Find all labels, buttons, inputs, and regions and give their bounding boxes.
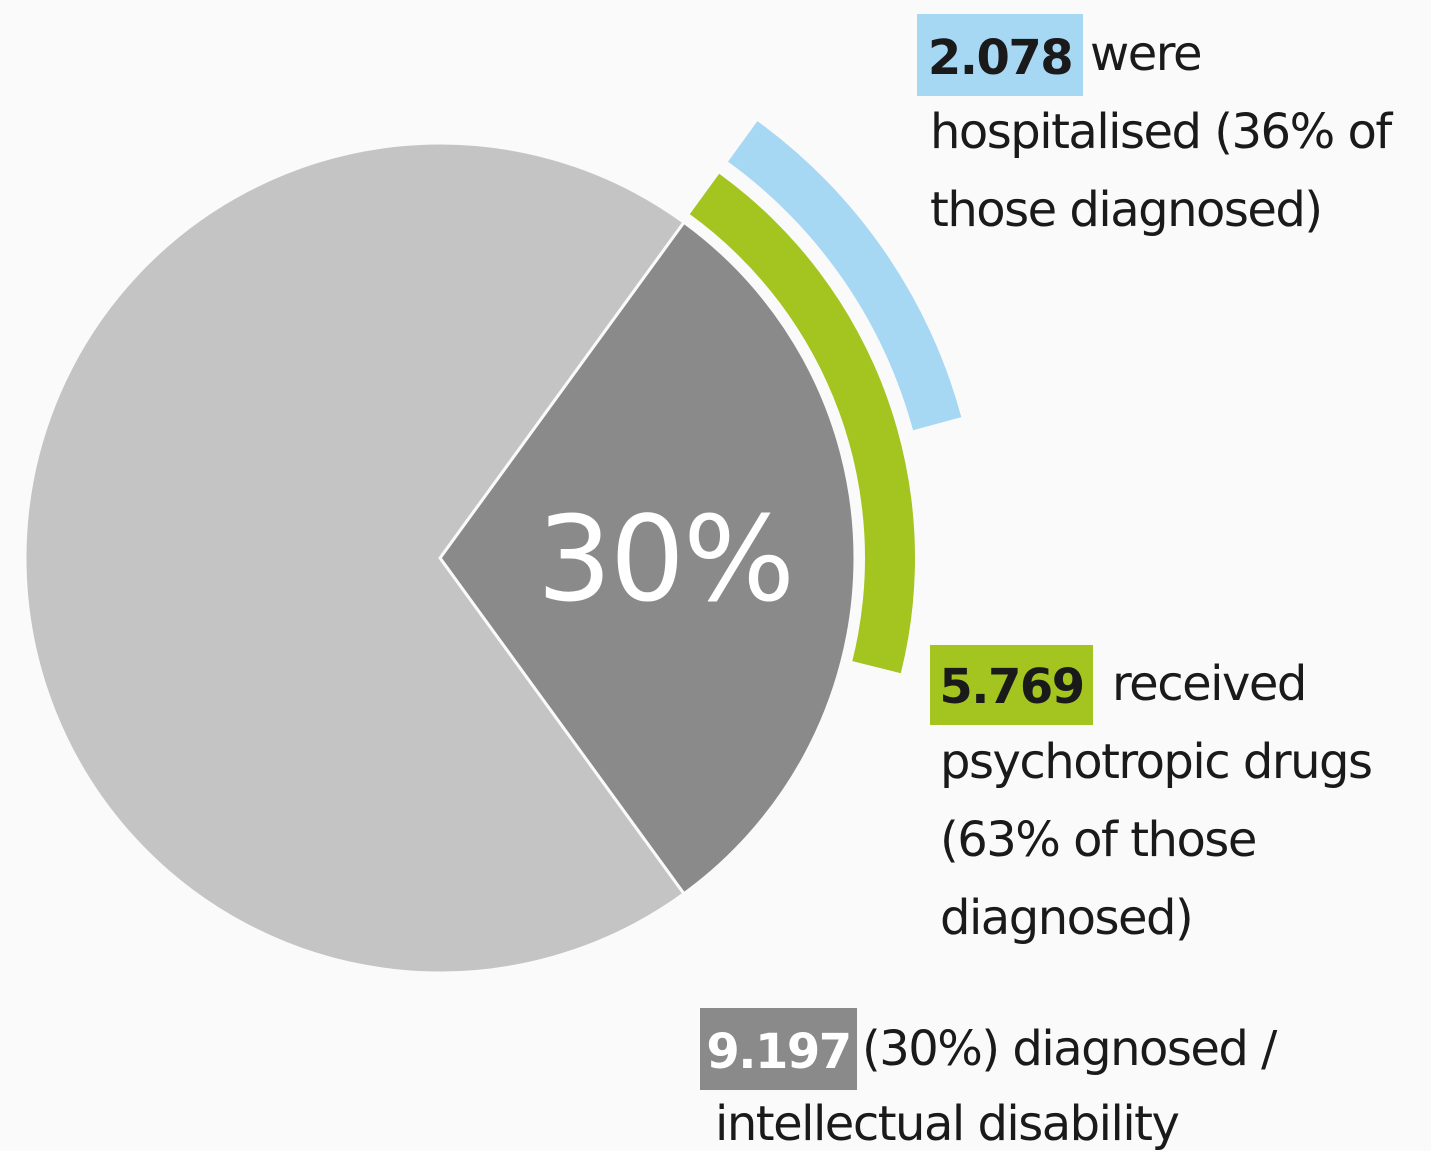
diagnosed-box: [700, 1008, 857, 1090]
diagnosed-text: intellectual disability: [715, 1096, 1178, 1151]
drugs-count: 5.769: [939, 659, 1083, 715]
drugs-text: (63% of those: [940, 812, 1256, 868]
diagnosed-text: (30%) diagnosed /: [862, 1021, 1278, 1077]
hospitalised-text: hospitalised (36% of: [930, 104, 1393, 160]
hospitalised-box: [917, 14, 1083, 96]
pie-slice: [438, 220, 857, 896]
slice-label: 30%: [537, 490, 793, 628]
subset-arc: [689, 173, 915, 674]
diagnosed-count: 9.197: [706, 1024, 850, 1080]
drugs-text: psychotropic drugs: [940, 734, 1371, 790]
hospitalised-text: were: [1090, 26, 1201, 82]
pie-slice: [23, 141, 687, 975]
hospitalised-text: those diagnosed): [930, 182, 1322, 238]
subset-arc: [728, 121, 962, 431]
drugs-text: diagnosed): [940, 890, 1192, 946]
drugs-text: received: [1112, 656, 1306, 712]
drugs-box: [930, 645, 1093, 725]
hospitalised-count: 2.078: [928, 30, 1072, 86]
